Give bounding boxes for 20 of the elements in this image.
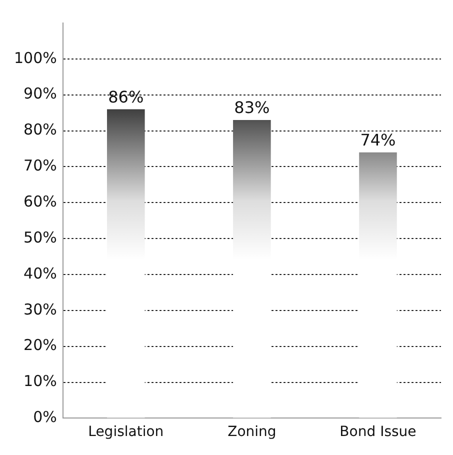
y-tick-label: 50% (24, 228, 57, 246)
y-tick-label: 100% (14, 48, 57, 67)
y-tick-label: 20% (24, 336, 57, 354)
y-tick-label: 30% (24, 300, 57, 318)
bar (106, 109, 145, 418)
x-tick-label: Legislation (88, 424, 164, 440)
x-tick-label: Zoning (228, 424, 276, 440)
y-tick-label: 90% (24, 84, 57, 103)
y-tick-label: 70% (24, 156, 57, 175)
y-tick-label: 10% (24, 372, 57, 390)
y-tick-label: 60% (24, 192, 57, 211)
y-tick-label: 0% (33, 408, 57, 426)
y-tick-label: 40% (24, 264, 57, 282)
y-tick-label: 80% (24, 120, 57, 139)
data-label: 83% (234, 98, 270, 118)
x-tick-label: Bond Issue (340, 424, 416, 440)
data-label: 74% (360, 130, 396, 150)
bar (233, 120, 271, 418)
data-label: 86% (108, 87, 144, 106)
bar (359, 152, 397, 418)
